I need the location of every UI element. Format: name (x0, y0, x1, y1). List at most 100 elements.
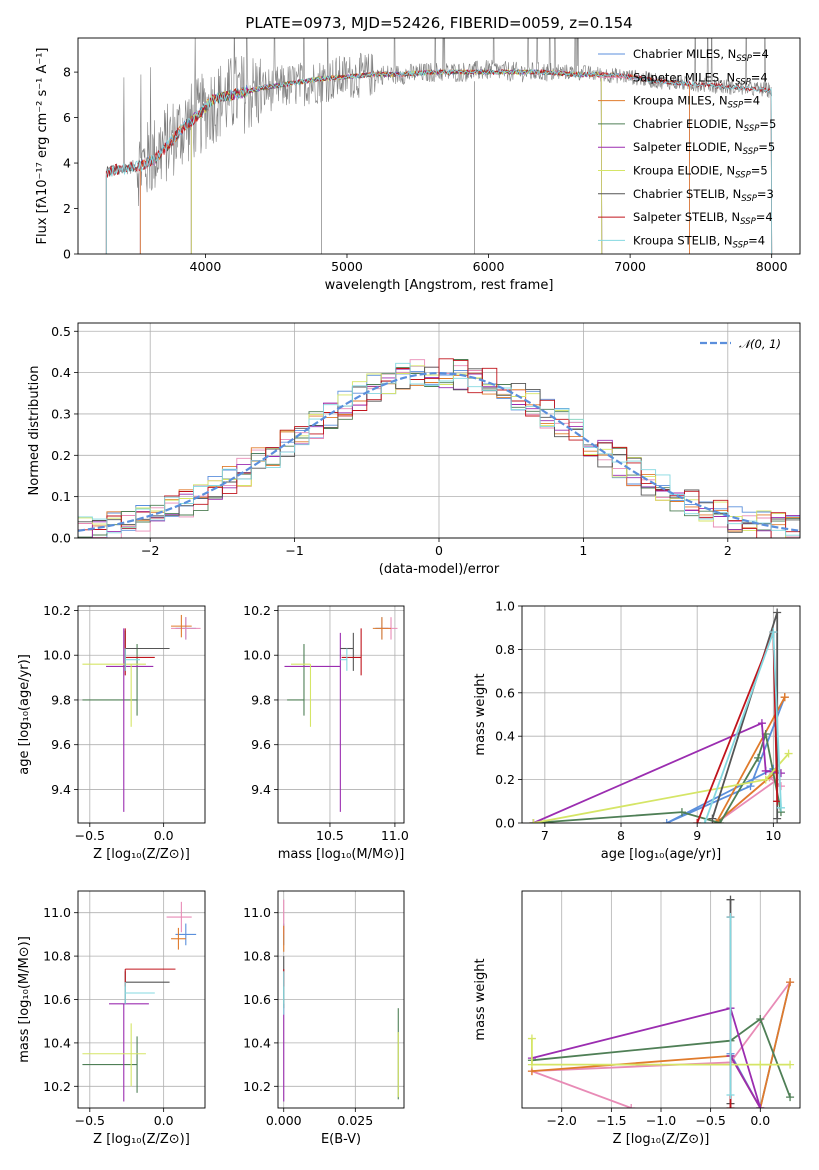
x-tick-label: 0.000 (266, 1113, 302, 1128)
axes-frame (277, 605, 405, 824)
weight-marker-salpeter_miles (627, 1104, 636, 1108)
axes-frame (77, 605, 206, 824)
y-tick-label: 9.8 (251, 692, 271, 707)
y-tick-label: 0.0 (495, 816, 515, 831)
y-axis-label: Flux [fλ10⁻¹⁷ erg cm⁻² s⁻¹ A⁻¹] (35, 48, 50, 245)
model-spectrum-salpeter_elodie (190, 68, 603, 254)
x-tick-label: 8 (617, 828, 625, 843)
data-spectrum-line (106, 38, 772, 207)
weight-line-chabrier_elodie (531, 1017, 791, 1098)
y-tick-label: 10.2 (43, 1079, 71, 1094)
legend-label-salpeter_stelib: Salpeter STELIB, NSSP=4 (633, 210, 773, 227)
weight-marker-chabrier_elodie (677, 808, 686, 817)
weight-marker-chabrier_elodie (756, 1015, 765, 1024)
weight-marker-kroupa_elodie (784, 749, 793, 758)
y-tick-label: 0.1 (51, 489, 71, 504)
weight-marker-chabrier_stelib (708, 814, 717, 823)
errorbar-salpeter_miles (166, 901, 192, 933)
weight-line-kroupa_miles (715, 696, 786, 823)
model-spectrum-kroupa_elodie (190, 68, 603, 254)
weight_vs_age-axes: 7 8 9 10 0.0 0.2 0.4 0.6 0.8 1.0 age [log₁₀(age/yr… (473, 599, 801, 862)
y-tick-label: 10.2 (243, 603, 271, 618)
y-tick-label: 0.2 (51, 448, 71, 463)
y-tick-label: 10.0 (43, 648, 71, 663)
weight-marker-kroupa_stelib (700, 819, 709, 823)
y-tick-label: 0.4 (51, 365, 71, 380)
x-axis-label: wavelength [Angstrom, rest frame] (325, 278, 554, 293)
x-tick-label: 0.0 (750, 1113, 770, 1128)
x-tick-label: 0.0 (154, 1113, 174, 1128)
x-tick-label: −0.5 (75, 1113, 105, 1128)
weight-line-kroupa_stelib (703, 631, 782, 823)
histogram-kroupa_stelib (78, 362, 800, 536)
errorbar-chabrier_stelib (124, 630, 170, 671)
y-tick-label: 9.6 (51, 737, 71, 752)
weight-marker-kroupa_elodie (527, 1034, 536, 1043)
weight_vs_Z-plot (527, 895, 795, 1108)
errorbar-kroupa_miles (171, 927, 186, 950)
weight-marker-salpeter_stelib (693, 819, 702, 823)
weight-marker-salpeter_elodie (756, 1104, 765, 1108)
x-tick-label: 0.0 (154, 828, 174, 843)
x-tick-label: 0.025 (337, 1113, 373, 1128)
y-tick-label: 0.5 (51, 324, 71, 339)
residuals-axes: −2 −1 0 1 2 0.0 0.1 0.2 0.3 0.4 0.5 (data-model)/er… (27, 322, 801, 577)
weight-marker-kroupa_stelib (769, 628, 778, 637)
x-tick-label: 2 (724, 543, 732, 558)
legend-label-normal: 𝒩(0, 1) (739, 337, 781, 351)
histogram-plot (78, 358, 800, 538)
errorbar-kroupa_miles (171, 614, 192, 638)
y-tick-label: 0.0 (51, 531, 71, 546)
y-tick-label: 10.8 (43, 949, 71, 964)
weight-marker-kroupa_miles (786, 978, 795, 987)
mass_vs_Z-plot (82, 901, 197, 1102)
weight_vs_Z-axes: −2.0 −1.5 −1.0 −0.5 0.0 Z [log₁₀(Z/Z⊙)] mass w… (473, 890, 801, 1147)
legend-label-chabrier_elodie: Chabrier ELODIE, NSSP=5 (633, 117, 776, 134)
legend-label-kroupa_elodie: Kroupa ELODIE, NSSP=5 (633, 164, 768, 181)
y-tick-label: 2 (63, 201, 71, 216)
spectrum-legend: Chabrier MILES, NSSP=4 Salpeter MILES, NS… (598, 47, 776, 250)
weight-marker-chabrier_stelib (773, 814, 782, 823)
errorbar-kroupa_elodie (82, 663, 146, 727)
errorbar-chabrier_stelib (124, 971, 170, 1004)
weight-marker-chabrier_elodie (786, 1093, 795, 1102)
legend-label-kroupa_stelib: Kroupa STELIB, NSSP=4 (633, 233, 765, 250)
weight-line-salpeter_elodie (531, 1007, 762, 1108)
weight-line-salpeter_miles (715, 776, 782, 823)
errorbar-kroupa_stelib (124, 648, 141, 671)
axes-frame (77, 322, 801, 539)
spectrum-axes: 4000 5000 6000 7000 8000 0 2 4 6 8 PLATE=0973, MJD… (35, 14, 801, 293)
weight-marker-kroupa_stelib (726, 913, 735, 922)
y-tick-label: 10.4 (43, 1035, 71, 1050)
mass_vs_ebv-plot (283, 899, 399, 1102)
x-tick-label: 1 (579, 543, 587, 558)
x-tick-label: 7 (541, 828, 549, 843)
errorbar-chabrier_elodie (82, 644, 138, 716)
mass_vs_Z-axes: −0.5 0.0 10.2 10.4 10.6 10.8 11.0 Z [log₁₀(Z/Z⊙… (17, 890, 206, 1147)
y-tick-label: 0.8 (495, 642, 515, 657)
axes-frame (77, 890, 206, 1109)
errorbar-kroupa_stelib (340, 648, 348, 671)
x-axis-label: Z [log₁₀(Z/Z⊙)] (613, 1132, 710, 1147)
normal-curve (78, 371, 800, 532)
axes-frame (521, 890, 801, 1109)
y-tick-label: 10.2 (243, 1079, 271, 1094)
x-axis-label: age [log₁₀(age/yr)] (601, 847, 722, 862)
weight_vs_age-plot (529, 608, 793, 823)
y-tick-label: 10.6 (43, 992, 71, 1007)
y-tick-label: 0.3 (51, 406, 71, 421)
x-tick-label: 6000 (473, 259, 505, 274)
weight-marker-kroupa_elodie (529, 819, 538, 823)
y-tick-label: 8 (63, 65, 71, 80)
errorbar-salpeter_miles (171, 617, 201, 640)
chart-title: PLATE=0973, MJD=52426, FIBERID=0059, z=0… (245, 14, 632, 32)
weight-marker-kroupa_elodie (761, 775, 770, 784)
age_vs_mass-axes: 10.5 11.0 9.4 9.6 9.8 10.0 10.2 mass [log₁₀(M/M… (243, 603, 409, 862)
y-axis-label: mass [log₁₀(M/M⊙)] (17, 936, 32, 1063)
age_vs_Z-plot (82, 614, 201, 812)
y-tick-label: 10.2 (43, 603, 71, 618)
errorbar-salpeter_stelib (124, 628, 155, 676)
legend-label-kroupa_miles: Kroupa MILES, NSSP=4 (633, 94, 760, 111)
x-tick-label: −2.0 (547, 1113, 577, 1128)
